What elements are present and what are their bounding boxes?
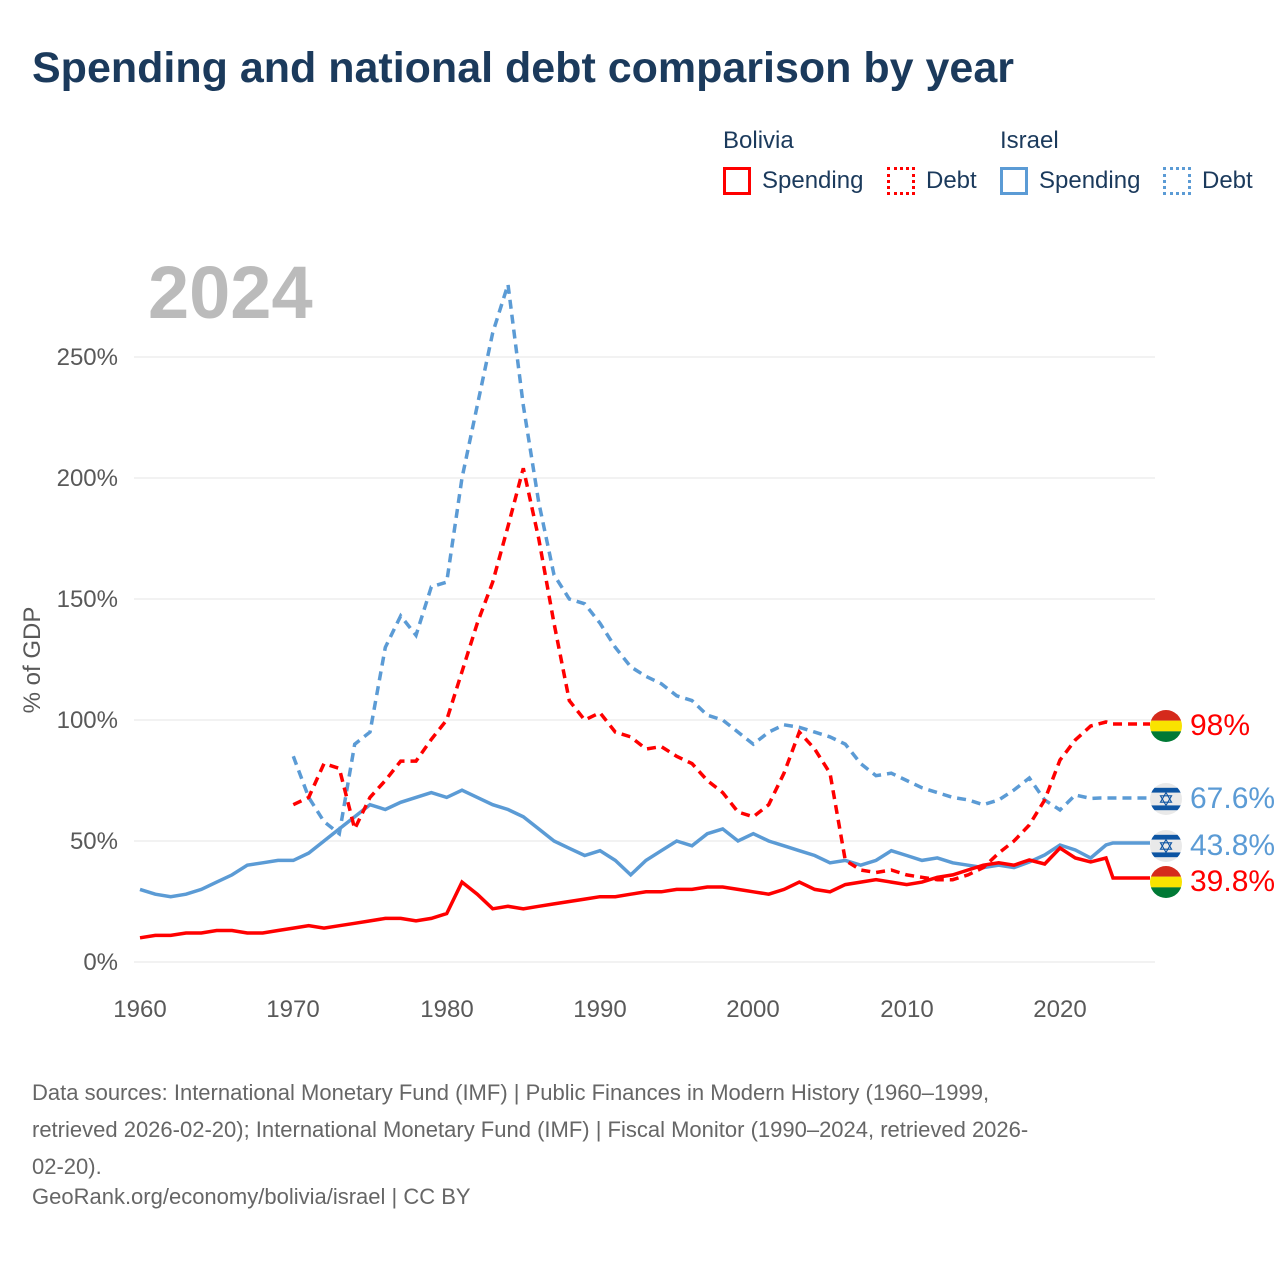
svg-text:0%: 0% bbox=[83, 949, 118, 976]
svg-text:1970: 1970 bbox=[266, 996, 319, 1023]
svg-text:250%: 250% bbox=[57, 344, 118, 371]
svg-text:39.8%: 39.8% bbox=[1190, 865, 1275, 898]
svg-text:2000: 2000 bbox=[726, 996, 779, 1023]
svg-text:98%: 98% bbox=[1190, 709, 1250, 742]
svg-text:2020: 2020 bbox=[1033, 996, 1086, 1023]
svg-text:50%: 50% bbox=[70, 828, 118, 855]
svg-text:200%: 200% bbox=[57, 465, 118, 492]
svg-text:43.8%: 43.8% bbox=[1190, 829, 1275, 862]
svg-text:1980: 1980 bbox=[420, 996, 473, 1023]
svg-text:100%: 100% bbox=[57, 707, 118, 734]
svg-text:1990: 1990 bbox=[573, 996, 626, 1023]
svg-text:67.6%: 67.6% bbox=[1190, 782, 1275, 815]
svg-text:2010: 2010 bbox=[880, 996, 933, 1023]
svg-text:% of GDP: % of GDP bbox=[19, 607, 46, 714]
svg-text:1960: 1960 bbox=[113, 996, 166, 1023]
svg-text:150%: 150% bbox=[57, 586, 118, 613]
